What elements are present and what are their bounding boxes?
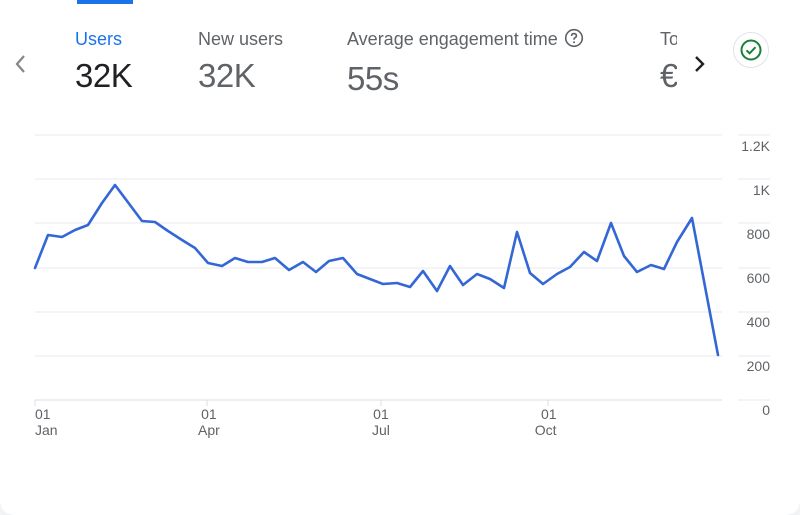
metric-label: New users	[198, 29, 284, 49]
x-tick-label: 01 Jul	[372, 406, 390, 438]
metric-tab-average-engagement-time[interactable]: Average engagement time 55s	[347, 28, 584, 99]
next-metrics-button[interactable]	[688, 50, 712, 78]
chevron-right-icon	[695, 56, 705, 72]
metric-label: To	[660, 29, 677, 49]
x-tick-label: 01 Apr	[198, 406, 220, 438]
metric-value: 32K	[198, 57, 256, 94]
previous-metrics-button[interactable]	[8, 50, 32, 78]
x-tick-month: Apr	[198, 422, 220, 438]
x-tick-label: 01 Oct	[534, 406, 557, 438]
x-tick-month: Oct	[534, 422, 557, 438]
y-tick-label: 1.2K	[741, 138, 770, 154]
status-badge[interactable]	[733, 32, 769, 68]
users-series-line[interactable]	[33, 183, 720, 357]
x-tick-day: 01	[541, 406, 557, 422]
x-tick-month: Jan	[35, 422, 58, 438]
y-tick-label: 0	[762, 402, 770, 418]
x-tick-month: Jul	[372, 422, 390, 438]
y-tick-label: 800	[746, 226, 770, 242]
metric-label-row: Average engagement time	[347, 28, 584, 53]
active-tab-indicator	[77, 0, 133, 4]
y-tick-label: 200	[746, 358, 770, 374]
chevron-left-icon	[15, 55, 25, 73]
metric-value: 32K	[75, 57, 133, 94]
y-tick-label: 1K	[752, 182, 770, 198]
metric-value: 55s	[347, 60, 399, 97]
help-icon[interactable]	[564, 28, 584, 53]
y-tick-label: 600	[746, 270, 770, 286]
metric-value: €	[660, 57, 677, 94]
gridlines	[35, 134, 770, 401]
metric-tab-new-users[interactable]: New users 32K	[198, 28, 283, 96]
metric-label: Users	[75, 29, 123, 49]
x-axis-ticks	[34, 400, 549, 406]
x-tick-day: 01	[201, 406, 217, 422]
metric-tab-truncated[interactable]: To €	[660, 28, 677, 96]
metric-label: Average engagement time	[347, 29, 558, 49]
check-circle-icon	[740, 39, 762, 61]
y-tick-label: 400	[746, 314, 770, 330]
metric-tab-users[interactable]: Users 32K	[75, 28, 133, 96]
x-tick-day: 01	[35, 406, 51, 422]
x-tick-label: 01 Jan	[35, 406, 58, 438]
x-tick-day: 01	[373, 406, 389, 422]
